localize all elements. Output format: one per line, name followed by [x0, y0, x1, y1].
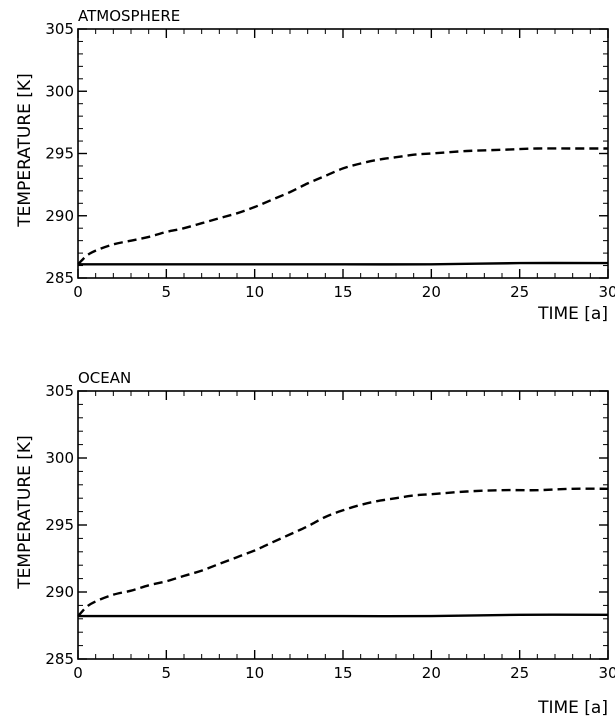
- x-tick-label: 25: [510, 664, 529, 682]
- y-tick-label: 300: [45, 449, 74, 467]
- dashed-series-line: [77, 487, 609, 617]
- x-tick-label: 15: [333, 664, 352, 682]
- panel-title: ATMOSPHERE: [78, 7, 180, 25]
- solid-series-line: [78, 613, 609, 618]
- plot-frame: [77, 390, 609, 660]
- y-tick-label: 290: [45, 207, 74, 225]
- axis-ticks: [77, 28, 609, 279]
- y-axis-label: TEMPERATURE [K]: [15, 73, 35, 227]
- y-tick-label: 295: [45, 516, 74, 534]
- x-tick-label: 20: [422, 283, 441, 301]
- x-tick-label: 20: [422, 664, 441, 682]
- series-group: [77, 487, 609, 618]
- y-axis-label: TEMPERATURE [K]: [15, 435, 35, 589]
- x-tick-label: 30: [598, 664, 615, 682]
- atmosphere-panel: ATMOSPHERE TEMPERATURE [K] TIME [a] 0 5 10…: [15, 7, 615, 324]
- x-tick-label: 25: [510, 283, 529, 301]
- x-tick-label: 10: [245, 664, 264, 682]
- x-axis-label: TIME [a]: [537, 698, 608, 718]
- y-tick-label: 285: [45, 269, 74, 287]
- x-tick-label: 0: [73, 664, 83, 682]
- x-tick-label: 5: [162, 283, 172, 301]
- solid-series-line: [78, 261, 609, 266]
- x-tick-label: 0: [73, 283, 83, 301]
- plot-frame: [77, 28, 609, 279]
- y-tick-label: 300: [45, 82, 74, 100]
- x-tick-label: 30: [598, 283, 615, 301]
- dashed-series-line: [77, 147, 608, 266]
- x-axis-label: TIME [a]: [537, 304, 608, 324]
- axis-ticks: [77, 390, 609, 660]
- tick-labels: 0 5 10 15 20 25 30 285 290 295 300 305: [45, 20, 615, 301]
- ocean-panel: OCEAN TEMPERATURE [K] TIME [a] 0 5 10 15 20 2…: [15, 369, 615, 718]
- x-tick-label: 15: [333, 283, 352, 301]
- x-tick-label: 5: [162, 664, 172, 682]
- series-group: [77, 147, 609, 266]
- y-tick-label: 305: [45, 382, 74, 400]
- tick-labels: 0 5 10 15 20 25 30 285 290 295 300 305: [45, 382, 615, 682]
- y-tick-label: 295: [45, 145, 74, 163]
- y-tick-label: 290: [45, 583, 74, 601]
- panel-title: OCEAN: [78, 369, 131, 387]
- x-tick-label: 10: [245, 283, 264, 301]
- y-tick-label: 285: [45, 650, 74, 668]
- y-tick-label: 305: [45, 20, 74, 38]
